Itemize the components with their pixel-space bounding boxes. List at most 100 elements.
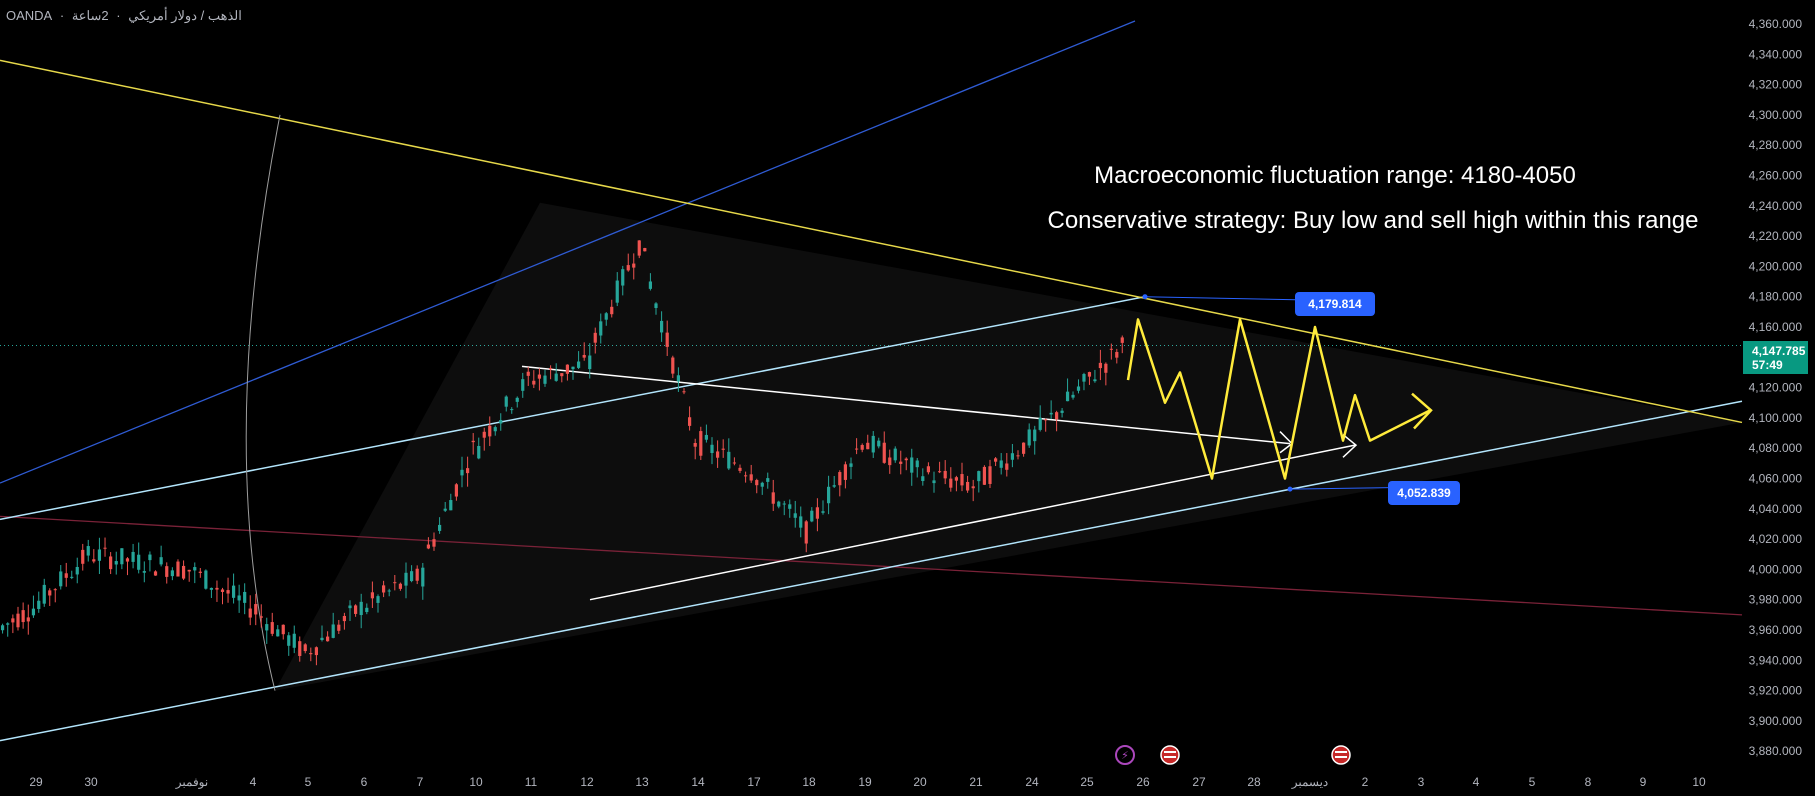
candle-body [75,566,79,575]
candle-body [560,373,564,377]
candle-body [64,573,68,578]
current-price-box [1743,341,1808,374]
event-icons[interactable]: ⚡ [1115,745,1351,765]
candle-body [320,637,324,641]
y-tick-label: 3,920.000 [1749,684,1803,698]
candle-body [1115,351,1119,358]
lightning-glyph: ⚡ [1121,749,1129,762]
candle-body [265,624,269,631]
candle-body [755,480,759,486]
candle-body [81,549,85,564]
us-flag-icon[interactable] [1160,745,1180,765]
candle-body [359,601,363,616]
candle-body [938,471,942,473]
x-tick-label: 21 [969,775,983,789]
countdown-text: 57:49 [1752,358,1783,372]
y-tick-label: 4,360.000 [1749,17,1803,31]
candle-body [549,368,553,370]
x-tick-label: 13 [635,775,649,789]
candle-body [921,476,925,482]
candle-body [721,448,725,450]
y-tick-label: 4,260.000 [1749,169,1803,183]
x-tick-label: 26 [1136,775,1150,789]
badge-lower-box [1388,481,1460,505]
candle-body [198,571,202,573]
candle-body [193,567,197,571]
y-tick-label: 4,220.000 [1749,229,1803,243]
x-tick-label: 17 [747,775,761,789]
candle-body [871,435,875,453]
y-tick-label: 3,940.000 [1749,653,1803,667]
candle-body [665,332,669,347]
candle-body [460,469,464,476]
candle-body [893,448,897,461]
y-tick-label: 4,300.000 [1749,108,1803,122]
candle-body [393,582,397,584]
us-flag-icon[interactable] [1331,745,1351,765]
candle-body [1098,362,1102,369]
candle-body [704,434,708,440]
candle-body [181,565,186,579]
candle-body [0,625,5,631]
annotation-text[interactable]: Macroeconomic fluctuation range: 4180-40… [1048,162,1699,234]
candle-body [682,391,686,393]
x-tick-label: 20 [913,775,927,789]
candle-body [1044,419,1048,421]
y-tick-label: 3,960.000 [1749,623,1803,637]
candle-body [849,463,853,467]
candle-body [771,492,775,504]
candle-body [1038,417,1042,430]
flag-stripe [1335,756,1347,758]
broker-name: OANDA [6,8,53,23]
x-tick-label: 27 [1192,775,1206,789]
candle-body [215,587,219,590]
candle-body [926,466,930,473]
x-tick-label: 28 [1247,775,1261,789]
candle-body [1065,391,1070,402]
candle-body [6,623,10,625]
candle-body [1109,348,1113,350]
y-tick-label: 4,240.000 [1749,199,1803,213]
candle-body [599,321,603,336]
candle-body [337,624,341,631]
candle-body [237,595,241,601]
candle-body [782,503,786,505]
symbol-title[interactable]: OANDA · الذهب / دولار أمريكي · 2ساعة [6,8,246,24]
candle-body [170,570,174,577]
candle-body [799,516,803,528]
candle-body [866,442,870,450]
candle-body [521,379,525,391]
candle-body [204,570,208,589]
candle-body [376,596,380,603]
candle-body [632,263,636,268]
x-tick-label: 11 [525,775,538,789]
candle-body [1027,429,1031,446]
candle-body [738,467,742,471]
candle-body [86,546,90,556]
candle-body [515,397,519,402]
candle-body [114,561,118,565]
candle-body [843,464,847,480]
candle-body [982,466,986,485]
candle-body [248,608,252,618]
y-tick-label: 4,080.000 [1749,441,1803,455]
candle-body [610,306,614,315]
candle-body [259,616,263,618]
channel-lower-line [0,400,1743,742]
candle-body [298,641,302,656]
y-tick-label: 4,160.000 [1749,320,1803,334]
y-tick-label: 4,020.000 [1749,532,1803,546]
x-tick-label: 7 [417,775,424,789]
candle-body [165,566,169,577]
resistance-line [0,59,1743,424]
candle-body [488,425,492,437]
candle-body [342,615,346,622]
candle-body [966,481,970,491]
candle-body [660,320,664,333]
lightning-icon[interactable] [1115,745,1135,765]
arc-curve [245,114,281,691]
x-tick-label: 4 [250,775,257,789]
candle-body [855,448,859,450]
